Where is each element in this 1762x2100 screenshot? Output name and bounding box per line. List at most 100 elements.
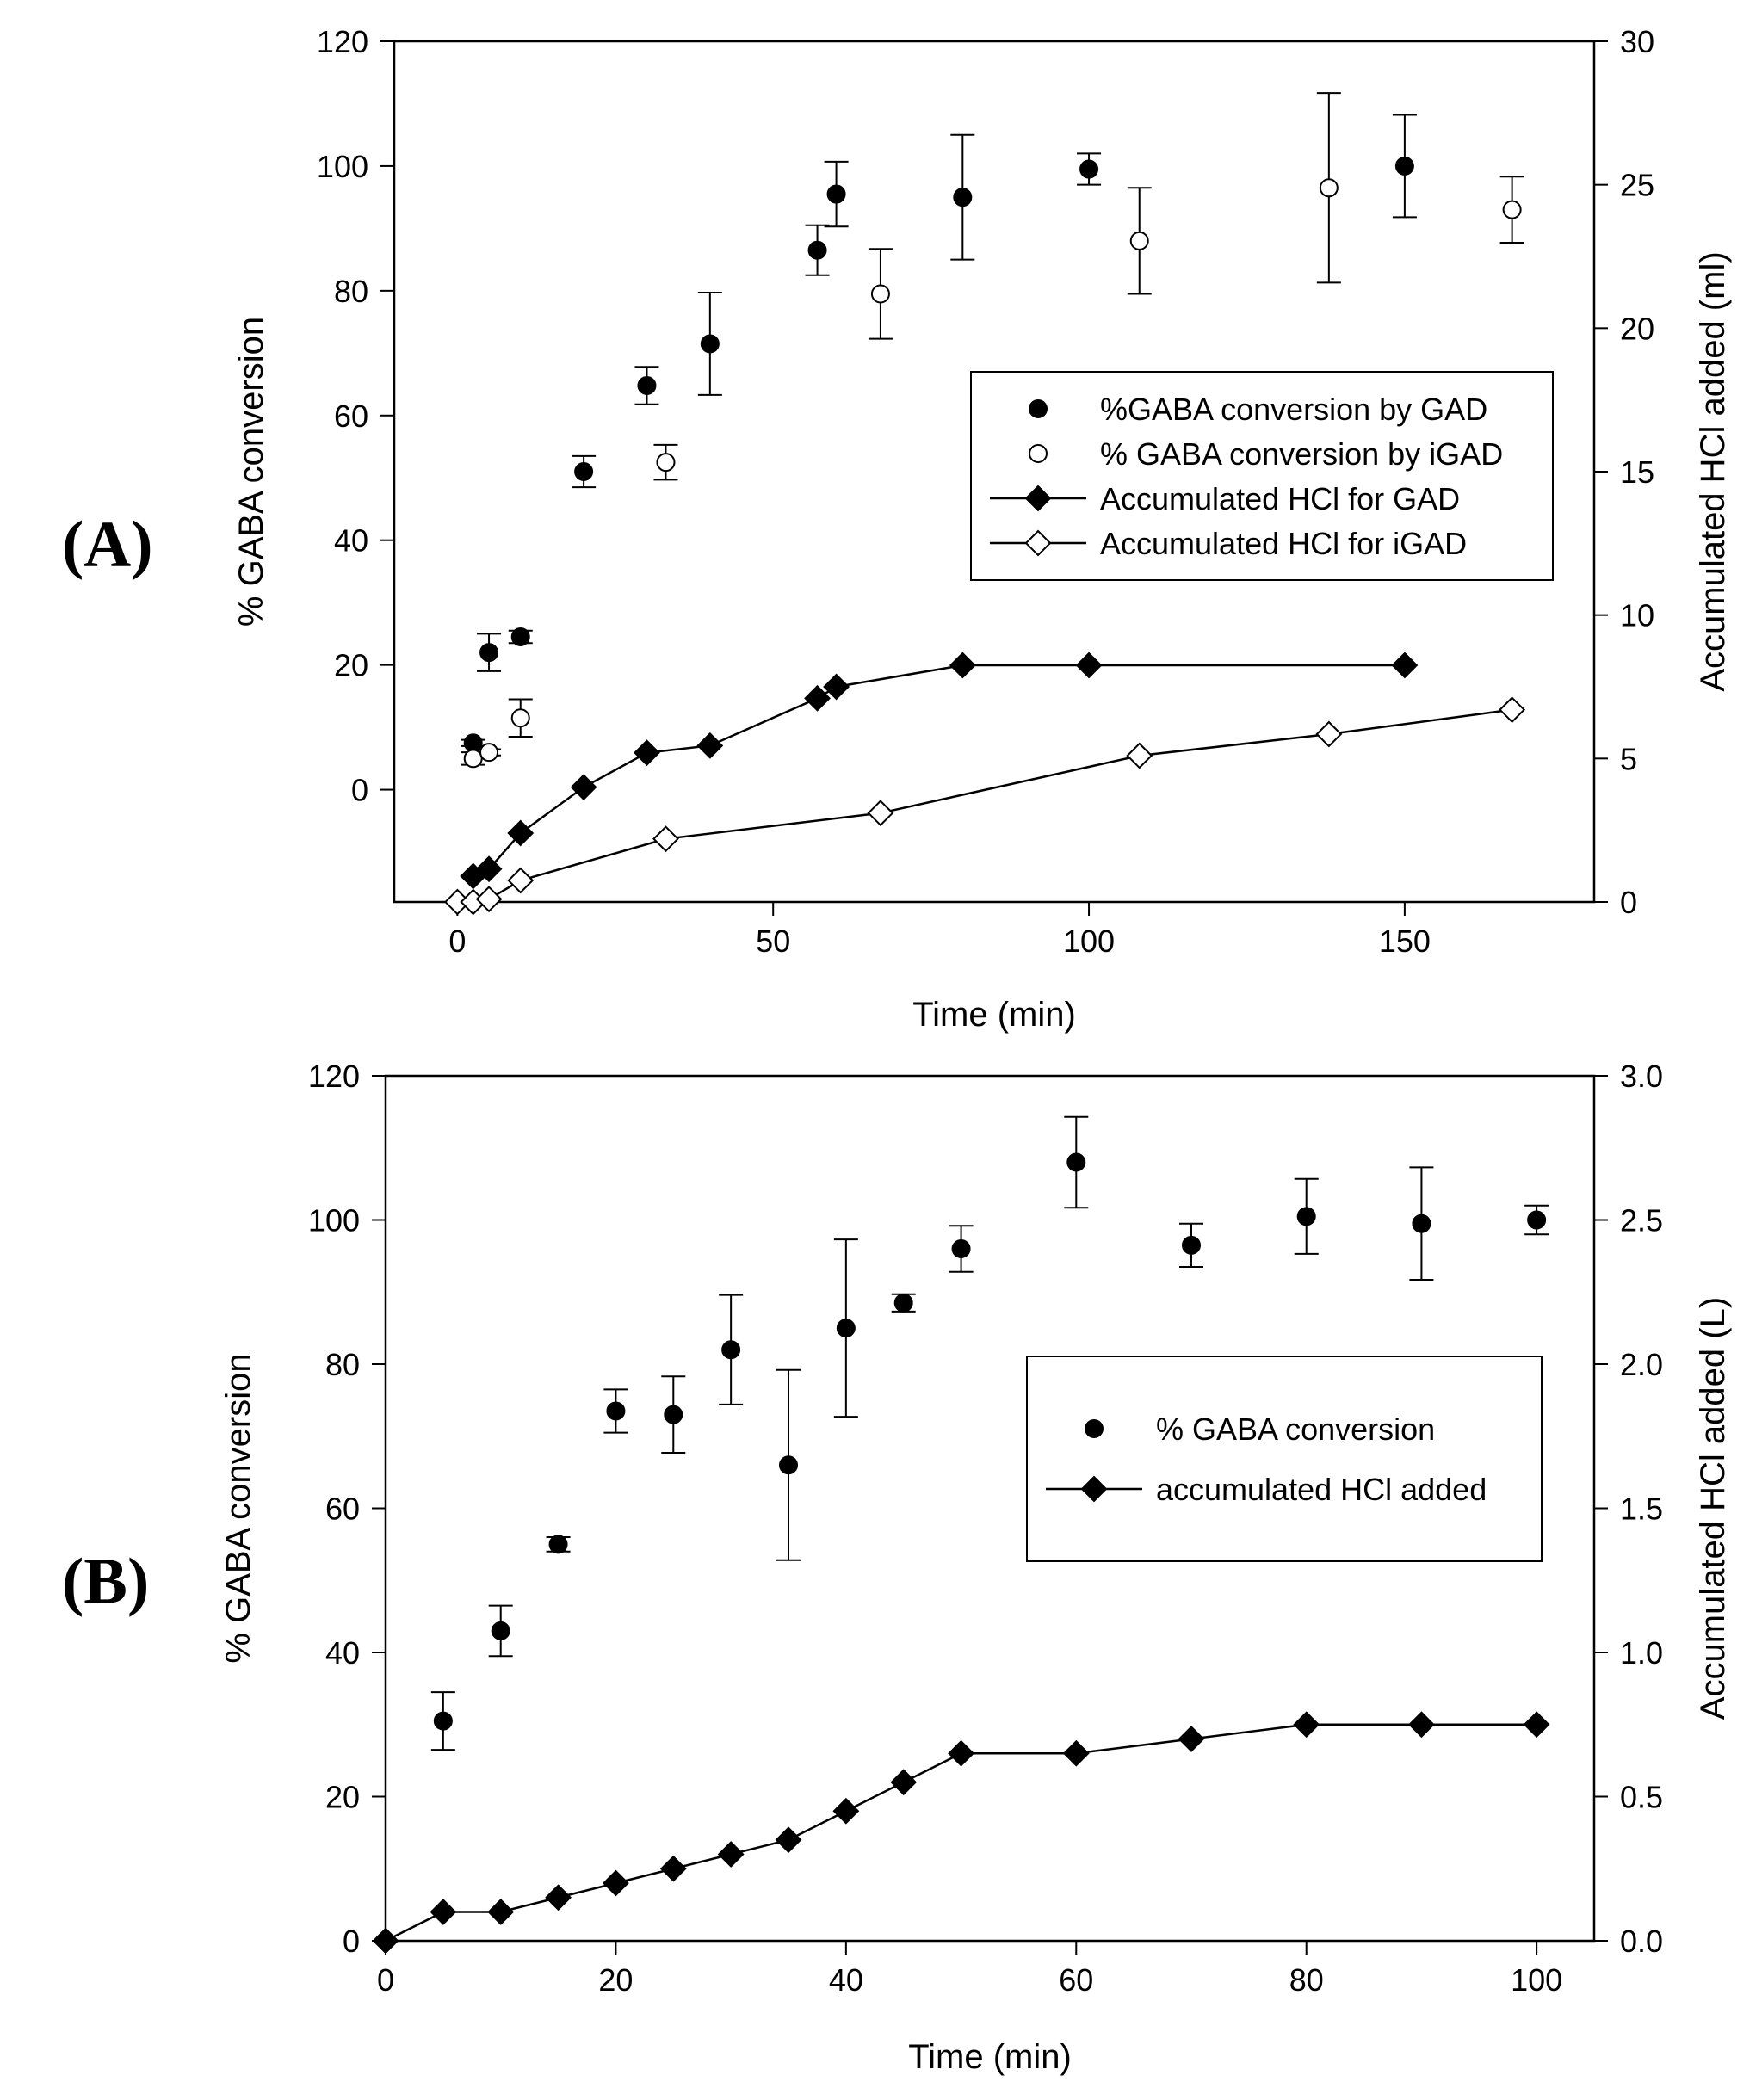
y-axis-title: % GABA conversion [219, 1353, 257, 1663]
y2-tick-label: 10 [1620, 598, 1654, 633]
data-point [775, 1826, 802, 1854]
data-point [475, 886, 503, 913]
legend-box [1026, 1356, 1543, 1562]
data-point [479, 643, 499, 663]
series-line [385, 1723, 1537, 1942]
data-point [372, 1927, 399, 1955]
data-point [1391, 652, 1419, 679]
y-tick-label: 80 [334, 274, 368, 309]
data-point [606, 1401, 626, 1421]
data-point [700, 334, 720, 354]
panel-b: (B) 0 20 40 60 80 100 0 20 40 60 80 100 120 0.0 0.5 1.0 1… [62, 1059, 1732, 2076]
data-point [652, 825, 679, 853]
data-point [1499, 696, 1526, 724]
y-tick-label: 100 [317, 149, 368, 184]
data-point [870, 284, 890, 304]
legend-marker [1024, 485, 1052, 512]
data-point [1079, 159, 1099, 179]
y2-axis-title: Accumulated HCl added (L) [1694, 1297, 1732, 1720]
data-point [656, 453, 676, 472]
data-point [1126, 742, 1153, 769]
legend-label: % GABA conversion by iGAD [1100, 436, 1503, 472]
data-point [1527, 1210, 1547, 1230]
legend-marker [1029, 399, 1048, 418]
legend-marker [1024, 529, 1052, 557]
data-point [574, 462, 594, 481]
data-point [779, 1455, 798, 1475]
series-line [473, 664, 1405, 878]
data-point [433, 1711, 453, 1731]
panel-label: (A) [62, 508, 153, 580]
x-tick-label: 60 [1059, 1962, 1093, 1998]
y-tick-label: 20 [325, 1780, 360, 1815]
series-line [457, 708, 1512, 904]
x-tick-label: 0 [377, 1962, 394, 1998]
y-tick-label: 120 [308, 1059, 360, 1094]
y2-axis-title: Accumulated HCl added (ml) [1694, 251, 1732, 691]
legend-label: Accumulated HCl for GAD [1100, 481, 1460, 516]
x-tick-label: 150 [1379, 923, 1431, 959]
legend-marker [1029, 444, 1048, 463]
data-point [951, 1239, 971, 1258]
panel-label: (B) [62, 1545, 149, 1617]
legend-box [970, 371, 1554, 581]
x-axis-title: Time (min) [912, 996, 1076, 1034]
x-tick-label: 100 [1063, 923, 1115, 959]
y-tick-label: 80 [325, 1347, 360, 1382]
y-tick-label: 40 [334, 523, 368, 559]
y2-tick-label: 30 [1620, 24, 1654, 59]
data-point [1502, 200, 1522, 219]
data-point [1315, 720, 1343, 748]
y2-tick-label: 20 [1620, 311, 1654, 346]
data-point [1062, 1739, 1090, 1767]
legend-marker [1080, 1475, 1108, 1503]
y2-tick-label: 2.5 [1620, 1203, 1663, 1238]
data-point [804, 684, 831, 712]
data-point [430, 1899, 457, 1925]
y2-tick-label: 3.0 [1620, 1059, 1663, 1094]
legend-label: accumulated HCl added [1156, 1472, 1487, 1507]
data-point [953, 188, 973, 207]
y-tick-label: 60 [334, 398, 368, 434]
data-point [463, 749, 483, 769]
y2-tick-label: 5 [1620, 741, 1637, 776]
data-point [867, 800, 894, 827]
x-tick-label: 80 [1289, 1962, 1324, 1998]
data-point [807, 240, 827, 260]
y2-tick-label: 0.5 [1620, 1780, 1663, 1815]
y-axis-title: % GABA conversion [232, 317, 270, 627]
panel-a: (A) 0 50 100 150 0 20 40 60 80 100 120 0 5 10 15 20 25 30 T… [62, 24, 1732, 1034]
x-axis-title: Time (min) [908, 2038, 1072, 2076]
data-point [664, 1405, 683, 1424]
data-point [836, 1319, 856, 1338]
x-tick-label: 0 [448, 923, 466, 959]
x-tick-label: 20 [598, 1962, 633, 1998]
y2-tick-label: 15 [1620, 454, 1654, 490]
x-tick-label: 40 [829, 1962, 863, 1998]
data-point [659, 1855, 687, 1882]
data-point [510, 708, 530, 728]
data-point [1394, 156, 1414, 176]
legend-label: Accumulated HCl for iGAD [1100, 526, 1467, 561]
data-point [1075, 652, 1103, 679]
data-point [1129, 231, 1149, 250]
data-point [949, 652, 976, 679]
data-point [1412, 1214, 1431, 1233]
y2-tick-label: 0 [1620, 885, 1637, 920]
legend-label: % GABA conversion [1156, 1411, 1435, 1447]
data-point [603, 1869, 629, 1897]
data-point [507, 867, 535, 894]
data-point [475, 855, 503, 883]
data-point [832, 1797, 860, 1825]
data-point [634, 739, 660, 767]
y-tick-label: 0 [351, 773, 368, 808]
legend-label: %GABA conversion by GAD [1100, 392, 1487, 427]
data-point [1182, 1235, 1201, 1255]
data-point [696, 732, 724, 759]
y-tick-label: 60 [325, 1492, 360, 1527]
data-point [890, 1769, 918, 1796]
data-point [545, 1884, 572, 1912]
data-point [1523, 1711, 1550, 1739]
data-point [893, 1293, 913, 1312]
